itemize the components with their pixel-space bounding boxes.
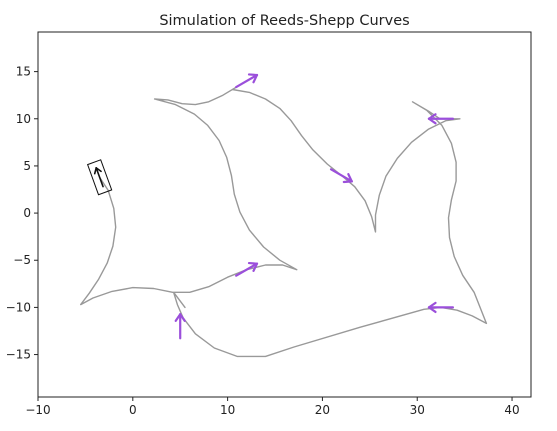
arrow-head <box>427 113 437 120</box>
x-tick-label: −10 <box>25 403 50 417</box>
x-tick-label: 0 <box>129 403 137 417</box>
waypoint-arrow <box>174 313 186 340</box>
vehicle-heading-arrow <box>95 167 104 188</box>
arrow-head <box>427 117 437 125</box>
arrow-shaft <box>235 73 259 89</box>
y-tick-label: −15 <box>6 348 31 362</box>
arrow-head <box>247 261 259 265</box>
y-tick-label: 0 <box>23 206 31 220</box>
vehicle-body <box>86 159 113 196</box>
x-tick-label: 40 <box>504 403 519 417</box>
vehicle-heading-arrow-head <box>95 167 102 173</box>
arrow-shaft <box>235 262 259 277</box>
path-layer <box>79 80 488 358</box>
arrow-head <box>347 173 353 183</box>
y-tick-label: 5 <box>23 159 31 173</box>
x-tick-label: 10 <box>220 403 235 417</box>
arrow-shaft <box>329 168 353 183</box>
x-axis: −10 0 10 20 30 40 <box>25 397 520 417</box>
plot-frame <box>37 31 532 398</box>
reeds-shepp-path-0 <box>79 80 488 358</box>
waypoint-arrow <box>235 261 259 277</box>
x-tick-label: 30 <box>410 403 425 417</box>
arrow-head <box>174 313 182 322</box>
y-tick-label: −5 <box>13 253 31 267</box>
vehicle-heading-arrow-head <box>93 167 98 175</box>
arrow-head <box>252 73 259 84</box>
x-tick-label: 20 <box>315 403 330 417</box>
waypoint-arrows <box>174 73 455 340</box>
arrow-head <box>247 73 259 77</box>
vehicle-layer <box>86 159 113 196</box>
waypoint-arrow <box>427 113 455 125</box>
y-tick-label: 10 <box>16 112 31 126</box>
arrow-head <box>427 306 437 314</box>
arrow-head <box>252 262 259 272</box>
arrow-head <box>179 313 186 322</box>
y-tick-label: 15 <box>16 65 31 79</box>
y-tick-label: −10 <box>6 300 31 314</box>
y-axis: −15 −10 −5 0 5 10 15 <box>6 65 38 362</box>
waypoint-arrow <box>329 168 353 184</box>
chart-title: Simulation of Reeds-Shepp Curves <box>159 13 409 29</box>
arrow-head <box>427 301 437 309</box>
waypoint-arrow <box>235 73 259 89</box>
waypoint-arrow <box>427 301 455 314</box>
arrow-head <box>342 180 353 184</box>
